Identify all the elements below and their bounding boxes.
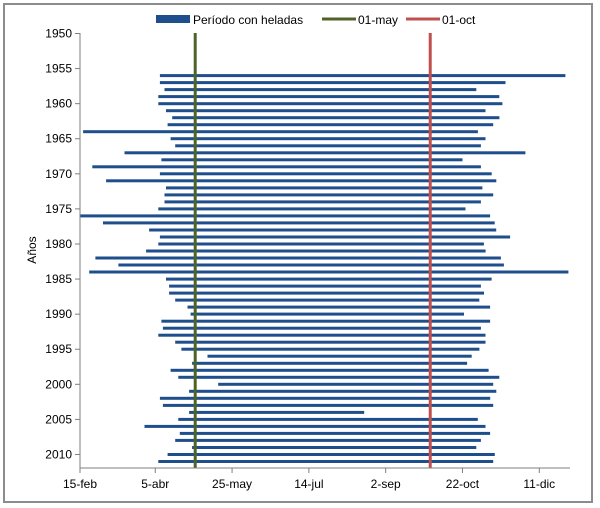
frost-bar-1976: [80, 214, 491, 218]
frost-bar-1986: [169, 284, 481, 288]
y-tick-label-1965: 1965: [45, 132, 72, 146]
y-tick-label-1970: 1970: [45, 167, 72, 181]
y-tick-label-2010: 2010: [45, 447, 72, 461]
frost-bar-1971: [106, 179, 497, 183]
x-tick-label-22-oct: 22-oct: [446, 477, 480, 491]
frost-bar-1991: [161, 319, 491, 323]
frost-bar-2005: [178, 417, 478, 421]
frost-bar-1970: [159, 172, 492, 176]
bars-group: [80, 74, 569, 463]
frost-bar-1982: [95, 256, 501, 260]
frost-bar-1985: [166, 277, 492, 281]
frost-bar-2006: [144, 424, 486, 428]
frost-bar-1980: [158, 242, 484, 246]
frost-bar-2007: [179, 431, 491, 435]
frost-bar-1998: [170, 368, 489, 372]
frost-bar-1977: [103, 221, 495, 225]
y-tick-label-1950: 1950: [45, 27, 72, 41]
x-tick-label-5-abr: 5-abr: [141, 477, 169, 491]
frost-bar-2009: [192, 446, 477, 449]
frost-bar-1962: [172, 116, 500, 120]
frost-bar-1992: [162, 326, 481, 330]
legend-may-label: 01-may: [358, 13, 398, 27]
y-tick-label-1990: 1990: [45, 307, 72, 321]
frost-bar-1993: [158, 333, 486, 337]
axes: 1950 1955 1960 1965 1970 1975 1980 1985 1990 1995…: [45, 27, 570, 491]
frost-bar-2011: [158, 460, 494, 463]
frost-bar-1975: [158, 207, 466, 211]
y-tick-label-1995: 1995: [45, 342, 72, 356]
x-tick-label-25-may: 25-may: [212, 477, 252, 491]
frost-bar-1990: [190, 312, 464, 316]
frost-bar-2010: [167, 453, 495, 456]
frost-bar-1968: [161, 158, 463, 162]
x-tick-label-15-feb: 15-feb: [63, 477, 97, 491]
frost-bar-1983: [118, 263, 504, 267]
legend-bars-swatch: [156, 15, 190, 23]
frost-bar-1959: [158, 95, 500, 99]
frost-bar-1969: [92, 165, 481, 169]
frost-bar-1964: [83, 130, 478, 134]
frost-bar-1974: [164, 200, 481, 204]
frost-bar-1961: [166, 109, 486, 113]
frost-bar-2000: [218, 382, 494, 386]
frost-bar-1958: [164, 88, 477, 92]
y-tick-label-2000: 2000: [45, 377, 72, 391]
frost-bar-1963: [167, 123, 494, 127]
frost-bar-2008: [175, 438, 481, 442]
frost-bar-1966: [175, 144, 481, 148]
frost-bar-1984: [89, 270, 569, 274]
x-tick-label-2-sep: 2-sep: [371, 477, 401, 491]
frost-bar-1967: [124, 151, 526, 155]
legend-oct-label: 01-oct: [442, 13, 476, 27]
frost-bar-2001: [189, 389, 497, 393]
frost-bar-2002: [159, 396, 491, 400]
y-axis-title: Años: [25, 236, 39, 263]
frost-bar-1997: [192, 361, 468, 365]
frost-bar-1989: [187, 305, 491, 309]
frost-bar-1987: [169, 291, 484, 295]
frost-bar-1957: [159, 81, 506, 85]
frost-bar-1999: [178, 375, 500, 379]
frost-bar-1995: [181, 347, 480, 351]
y-tick-label-1980: 1980: [45, 237, 72, 251]
legend-bars-label: Período con heladas: [193, 13, 303, 27]
frost-bar-1972: [166, 186, 483, 190]
frost-bar-1996: [207, 354, 472, 358]
legend: Período con heladas 01-may 01-oct: [156, 13, 476, 27]
y-tick-label-1960: 1960: [45, 97, 72, 111]
x-tick-label-14-jul: 14-jul: [294, 477, 323, 491]
reference-lines: [193, 33, 432, 468]
y-tick-label-1975: 1975: [45, 202, 72, 216]
frost-bar-1994: [175, 340, 486, 344]
frost-bar-2004: [189, 410, 365, 414]
frost-bar-2003: [162, 403, 494, 407]
frost-bar-1973: [164, 193, 494, 197]
frost-bar-1978: [149, 228, 497, 232]
frost-bar-1956: [159, 74, 566, 78]
y-tick-label-1985: 1985: [45, 272, 72, 286]
y-tick-label-2005: 2005: [45, 412, 72, 426]
y-tick-label-1955: 1955: [45, 62, 72, 76]
frost-bar-1979: [159, 235, 511, 239]
frost-bar-1988: [175, 298, 480, 302]
frost-bar-1960: [158, 102, 503, 106]
frost-bar-1965: [170, 137, 486, 141]
frost-bar-1981: [146, 249, 486, 253]
x-tick-label-11-dic: 11-dic: [523, 477, 555, 491]
